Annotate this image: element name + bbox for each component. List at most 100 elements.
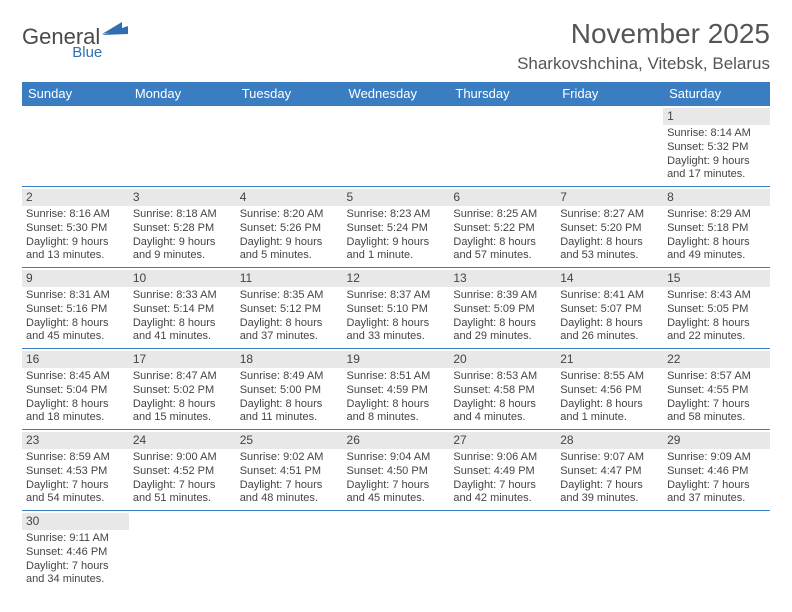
day-number: 24 [129,432,236,449]
day1-text: Daylight: 8 hours [560,236,659,250]
cell-body: Sunrise: 9:11 AMSunset: 4:46 PMDaylight:… [26,532,125,587]
sunrise-text: Sunrise: 9:09 AM [667,451,766,465]
day-number: 1 [663,108,770,125]
calendar-cell: 22Sunrise: 8:57 AMSunset: 4:55 PMDayligh… [663,349,770,430]
day2-text: and 58 minutes. [667,411,766,425]
cell-body: Sunrise: 8:45 AMSunset: 5:04 PMDaylight:… [26,370,125,425]
cell-body: Sunrise: 9:00 AMSunset: 4:52 PMDaylight:… [133,451,232,506]
sunset-text: Sunset: 4:50 PM [347,465,446,479]
day1-text: Daylight: 9 hours [26,236,125,250]
sunset-text: Sunset: 5:26 PM [240,222,339,236]
day2-text: and 13 minutes. [26,249,125,263]
calendar-cell: . [22,106,129,187]
day1-text: Daylight: 7 hours [667,479,766,493]
cell-body: Sunrise: 8:16 AMSunset: 5:30 PMDaylight:… [26,208,125,263]
day2-text: and 1 minute. [347,249,446,263]
calendar-week: 16Sunrise: 8:45 AMSunset: 5:04 PMDayligh… [22,349,770,430]
sunset-text: Sunset: 5:09 PM [453,303,552,317]
sunset-text: Sunset: 5:07 PM [560,303,659,317]
sunrise-text: Sunrise: 9:07 AM [560,451,659,465]
day-number: 11 [236,270,343,287]
cell-body: Sunrise: 9:07 AMSunset: 4:47 PMDaylight:… [560,451,659,506]
day1-text: Daylight: 8 hours [26,398,125,412]
day1-text: Daylight: 8 hours [240,398,339,412]
calendar-cell: 25Sunrise: 9:02 AMSunset: 4:51 PMDayligh… [236,430,343,511]
day-header: Sunday [22,82,129,106]
cell-body: Sunrise: 8:47 AMSunset: 5:02 PMDaylight:… [133,370,232,425]
calendar-cell: . [236,511,343,592]
sunrise-text: Sunrise: 8:16 AM [26,208,125,222]
sunset-text: Sunset: 5:05 PM [667,303,766,317]
title-block: November 2025 Sharkovshchina, Vitebsk, B… [517,18,770,76]
sunrise-text: Sunrise: 8:37 AM [347,289,446,303]
sunrise-text: Sunrise: 9:00 AM [133,451,232,465]
day2-text: and 4 minutes. [453,411,552,425]
calendar-cell: . [129,511,236,592]
calendar-cell: . [556,106,663,187]
day2-text: and 53 minutes. [560,249,659,263]
day1-text: Daylight: 7 hours [26,479,125,493]
day-number: 28 [556,432,663,449]
sunrise-text: Sunrise: 8:53 AM [453,370,552,384]
calendar-cell: 24 Sunrise: 9:00 AMSunset: 4:52 PMDayligh… [129,430,236,511]
calendar-week: 23Sunrise: 8:59 AMSunset: 4:53 PMDayligh… [22,430,770,511]
sunset-text: Sunset: 5:18 PM [667,222,766,236]
day1-text: Daylight: 8 hours [453,236,552,250]
day2-text: and 1 minute. [560,411,659,425]
calendar-cell: 1Sunrise: 8:14 AMSunset: 5:32 PMDaylight… [663,106,770,187]
day2-text: and 51 minutes. [133,492,232,506]
day1-text: Daylight: 8 hours [347,398,446,412]
day-number: 17 [129,351,236,368]
day-header: Wednesday [343,82,450,106]
flag-icon [102,22,130,45]
sunrise-text: Sunrise: 8:14 AM [667,127,766,141]
cell-body: Sunrise: 8:31 AMSunset: 5:16 PMDaylight:… [26,289,125,344]
cell-body: Sunrise: 8:27 AMSunset: 5:20 PMDaylight:… [560,208,659,263]
day2-text: and 37 minutes. [240,330,339,344]
calendar-cell: 28 Sunrise: 9:07 AMSunset: 4:47 PMDayligh… [556,430,663,511]
day-number: 19 [343,351,450,368]
day-header: Friday [556,82,663,106]
sunset-text: Sunset: 5:02 PM [133,384,232,398]
day-number: 7 [556,189,663,206]
cell-body: Sunrise: 8:33 AMSunset: 5:14 PMDaylight:… [133,289,232,344]
cell-body: Sunrise: 8:23 AMSunset: 5:24 PMDaylight:… [347,208,446,263]
day1-text: Daylight: 7 hours [26,560,125,574]
calendar-cell: . [449,511,556,592]
day-number: 15 [663,270,770,287]
calendar-cell: 11Sunrise: 8:35 AMSunset: 5:12 PMDayligh… [236,268,343,349]
day1-text: Daylight: 8 hours [560,398,659,412]
cell-body: Sunrise: 8:51 AMSunset: 4:59 PMDaylight:… [347,370,446,425]
day-number: 22 [663,351,770,368]
calendar-cell: 14Sunrise: 8:41 AMSunset: 5:07 PMDayligh… [556,268,663,349]
sunrise-text: Sunrise: 8:23 AM [347,208,446,222]
cell-body: Sunrise: 9:04 AMSunset: 4:50 PMDaylight:… [347,451,446,506]
sunset-text: Sunset: 4:46 PM [26,546,125,560]
cell-body: Sunrise: 8:55 AMSunset: 4:56 PMDaylight:… [560,370,659,425]
sunrise-text: Sunrise: 8:25 AM [453,208,552,222]
cell-body: Sunrise: 8:25 AMSunset: 5:22 PMDaylight:… [453,208,552,263]
calendar-week: ......1Sunrise: 8:14 AMSunset: 5:32 PMDa… [22,106,770,187]
day-header: Monday [129,82,236,106]
calendar-cell: 12Sunrise: 8:37 AMSunset: 5:10 PMDayligh… [343,268,450,349]
sunset-text: Sunset: 4:56 PM [560,384,659,398]
day-number: 23 [22,432,129,449]
sunset-text: Sunset: 4:55 PM [667,384,766,398]
sunrise-text: Sunrise: 8:29 AM [667,208,766,222]
calendar-week: 2Sunrise: 8:16 AMSunset: 5:30 PMDaylight… [22,187,770,268]
calendar-cell: . [129,106,236,187]
day1-text: Daylight: 9 hours [240,236,339,250]
logo-text-blue: Blue [72,44,102,61]
day2-text: and 39 minutes. [560,492,659,506]
day2-text: and 17 minutes. [667,168,766,182]
sunset-text: Sunset: 4:58 PM [453,384,552,398]
sunrise-text: Sunrise: 8:59 AM [26,451,125,465]
cell-body: Sunrise: 9:09 AMSunset: 4:46 PMDaylight:… [667,451,766,506]
cell-body: Sunrise: 8:41 AMSunset: 5:07 PMDaylight:… [560,289,659,344]
calendar-cell: . [343,511,450,592]
day1-text: Daylight: 7 hours [347,479,446,493]
sunset-text: Sunset: 5:14 PM [133,303,232,317]
calendar-cell: 19 Sunrise: 8:51 AMSunset: 4:59 PMDayligh… [343,349,450,430]
sunset-text: Sunset: 5:20 PM [560,222,659,236]
day2-text: and 34 minutes. [26,573,125,587]
